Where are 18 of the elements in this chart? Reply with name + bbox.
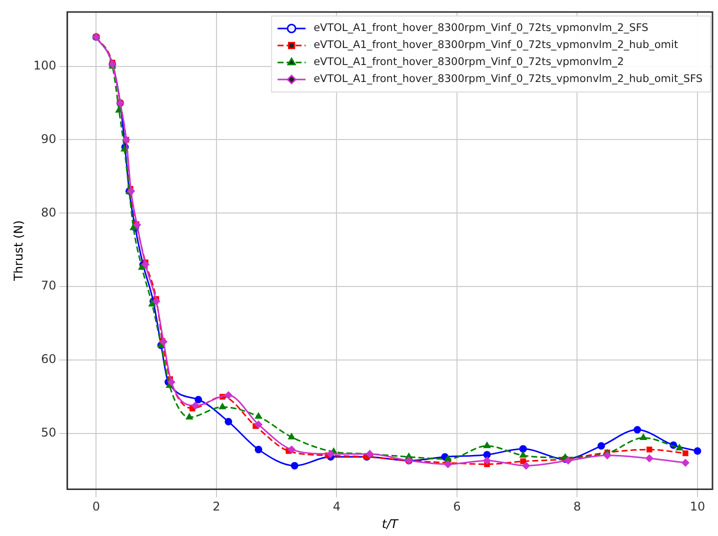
y-tick-label: 100 bbox=[33, 58, 56, 72]
x-tick-label: 2 bbox=[212, 500, 220, 514]
y-tick-label: 70 bbox=[41, 278, 56, 293]
y-tick-label: 90 bbox=[41, 132, 56, 146]
y-tick-label: 50 bbox=[41, 426, 56, 440]
y-tick-label: 60 bbox=[41, 352, 56, 366]
legend-label: eVTOL_A1_front_hover_8300rpm_Vinf_0_72ts_vpmonvlm_2_hub_omit_SFS bbox=[314, 73, 703, 86]
legend-label: eVTOL_A1_front_hover_8300rpm_Vinf_0_72ts_vpmonvlm_2 bbox=[314, 56, 624, 68]
x-tick-label: 6 bbox=[453, 500, 461, 514]
y-tick-label: 80 bbox=[41, 205, 56, 220]
legend-label: eVTOL_A1_front_hover_8300rpm_Vinf_0_72ts_vpmonvlm_2_hub_omit bbox=[314, 39, 678, 52]
x-axis-title: t/T bbox=[382, 516, 400, 531]
x-tick-label: 4 bbox=[332, 500, 341, 514]
x-tick-label: 10 bbox=[690, 500, 706, 514]
x-tick-label: 0 bbox=[92, 500, 100, 514]
y-axis-title: Thrust (N) bbox=[11, 220, 26, 282]
x-tick-label: 8 bbox=[573, 500, 582, 514]
legend-label: eVTOL_A1_front_hover_8300rpm_Vinf_0_72ts_vpmonvlm_2_SFS bbox=[314, 22, 649, 34]
